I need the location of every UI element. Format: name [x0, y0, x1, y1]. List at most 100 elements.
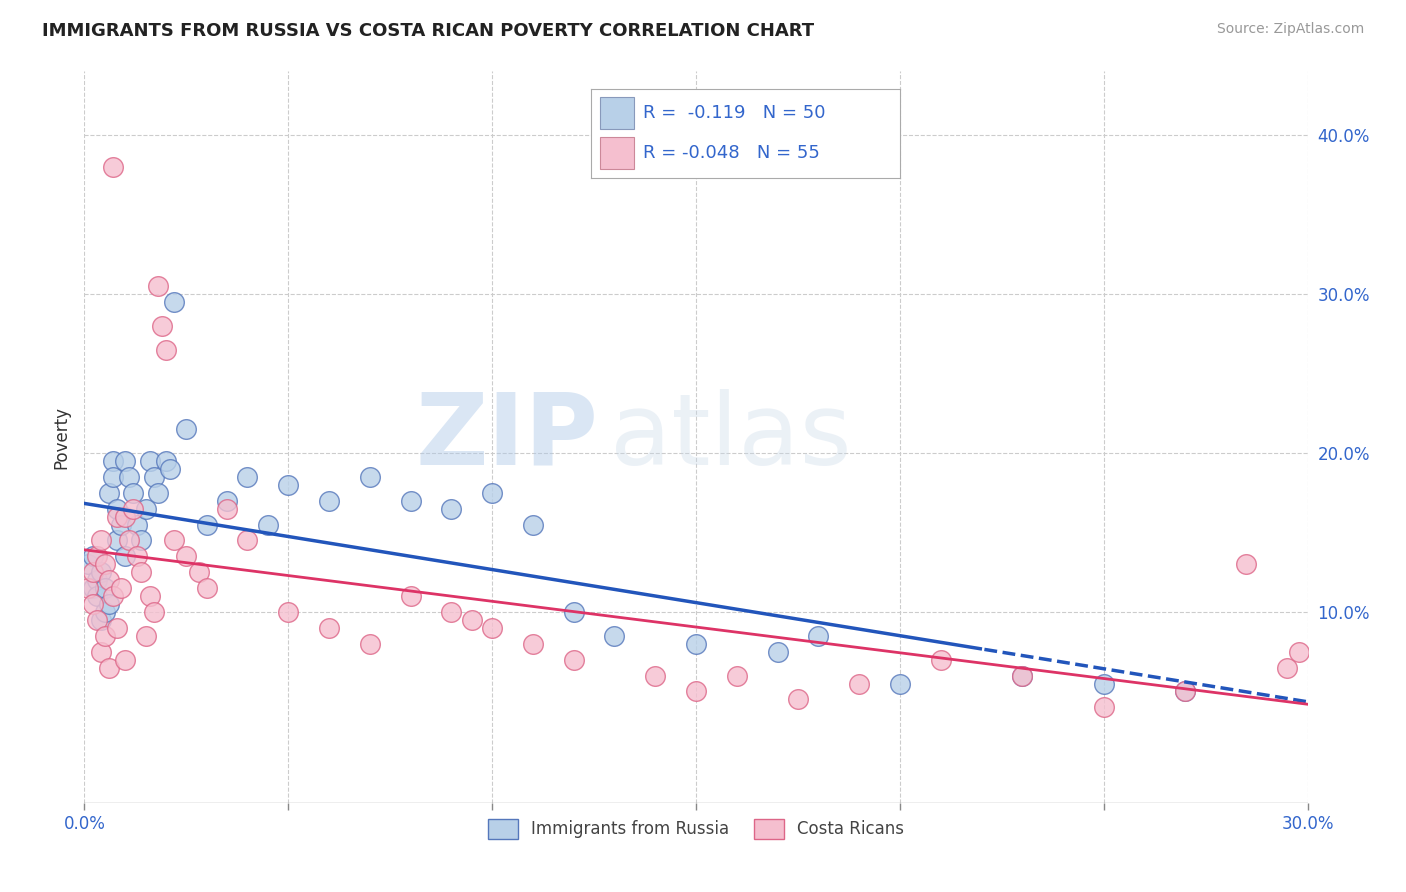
- Point: [399, 589, 422, 603]
- Point: [159, 462, 181, 476]
- Point: [1288, 645, 1310, 659]
- Point: [195, 517, 218, 532]
- Point: [1011, 668, 1033, 682]
- Point: [481, 621, 503, 635]
- Point: [277, 477, 299, 491]
- Point: [101, 589, 124, 603]
- Point: [461, 613, 484, 627]
- Point: [97, 485, 120, 500]
- Point: [685, 684, 707, 698]
- Point: [725, 668, 748, 682]
- Point: [90, 566, 112, 580]
- Point: [929, 653, 952, 667]
- Point: [848, 676, 870, 690]
- Point: [1174, 684, 1197, 698]
- Point: [174, 422, 197, 436]
- Point: [93, 581, 115, 595]
- Point: [127, 517, 149, 532]
- Point: [562, 605, 585, 619]
- Point: [86, 589, 108, 603]
- Point: [122, 485, 145, 500]
- Point: [318, 493, 340, 508]
- Point: [138, 454, 160, 468]
- Point: [807, 629, 830, 643]
- Point: [101, 470, 124, 484]
- Point: [163, 294, 186, 309]
- Point: [138, 589, 160, 603]
- Point: [97, 573, 120, 587]
- Point: [318, 621, 340, 635]
- Point: [359, 470, 381, 484]
- Point: [135, 501, 157, 516]
- Point: [105, 621, 128, 635]
- Point: [105, 509, 128, 524]
- Point: [440, 501, 463, 516]
- Point: [146, 485, 169, 500]
- Point: [142, 470, 165, 484]
- Point: [163, 533, 186, 548]
- Point: [217, 501, 239, 516]
- Point: [440, 605, 463, 619]
- Point: [110, 517, 132, 532]
- Point: [142, 605, 165, 619]
- Point: [155, 454, 177, 468]
- Point: [257, 517, 280, 532]
- Point: [644, 668, 666, 682]
- Point: [1011, 668, 1033, 682]
- Point: [82, 597, 104, 611]
- Point: [105, 533, 128, 548]
- Text: R =  -0.119   N = 50: R = -0.119 N = 50: [643, 104, 825, 122]
- Point: [1174, 684, 1197, 698]
- Point: [277, 605, 299, 619]
- Point: [399, 493, 422, 508]
- Bar: [600, 137, 634, 169]
- Point: [1092, 700, 1115, 714]
- Point: [131, 566, 153, 580]
- Point: [93, 629, 115, 643]
- Point: [82, 566, 104, 580]
- Point: [86, 549, 108, 564]
- Point: [114, 509, 136, 524]
- Point: [187, 566, 209, 580]
- Point: [82, 581, 104, 595]
- Point: [236, 470, 259, 484]
- Point: [90, 533, 112, 548]
- Point: [150, 318, 173, 333]
- Point: [93, 605, 115, 619]
- Point: [97, 660, 120, 674]
- Point: [685, 637, 707, 651]
- Y-axis label: Poverty: Poverty: [52, 406, 70, 468]
- Text: IMMIGRANTS FROM RUSSIA VS COSTA RICAN POVERTY CORRELATION CHART: IMMIGRANTS FROM RUSSIA VS COSTA RICAN PO…: [42, 22, 814, 40]
- Point: [86, 573, 108, 587]
- Point: [522, 637, 544, 651]
- Point: [889, 676, 911, 690]
- Point: [101, 160, 124, 174]
- Point: [787, 692, 810, 706]
- Point: [1092, 676, 1115, 690]
- Point: [77, 581, 100, 595]
- Point: [481, 485, 503, 500]
- Bar: [600, 97, 634, 129]
- Point: [90, 645, 112, 659]
- Point: [127, 549, 149, 564]
- Text: Source: ZipAtlas.com: Source: ZipAtlas.com: [1216, 22, 1364, 37]
- Point: [603, 629, 626, 643]
- Point: [146, 279, 169, 293]
- Point: [82, 549, 104, 564]
- Point: [217, 493, 239, 508]
- Point: [1236, 558, 1258, 572]
- Point: [93, 558, 115, 572]
- Point: [1277, 660, 1299, 674]
- Point: [122, 501, 145, 516]
- Text: atlas: atlas: [610, 389, 852, 485]
- Legend: Immigrants from Russia, Costa Ricans: Immigrants from Russia, Costa Ricans: [481, 812, 911, 846]
- Point: [359, 637, 381, 651]
- Point: [114, 454, 136, 468]
- Point: [114, 653, 136, 667]
- Point: [97, 597, 120, 611]
- Point: [105, 501, 128, 516]
- Point: [118, 470, 141, 484]
- Point: [135, 629, 157, 643]
- Text: ZIP: ZIP: [415, 389, 598, 485]
- Point: [90, 613, 112, 627]
